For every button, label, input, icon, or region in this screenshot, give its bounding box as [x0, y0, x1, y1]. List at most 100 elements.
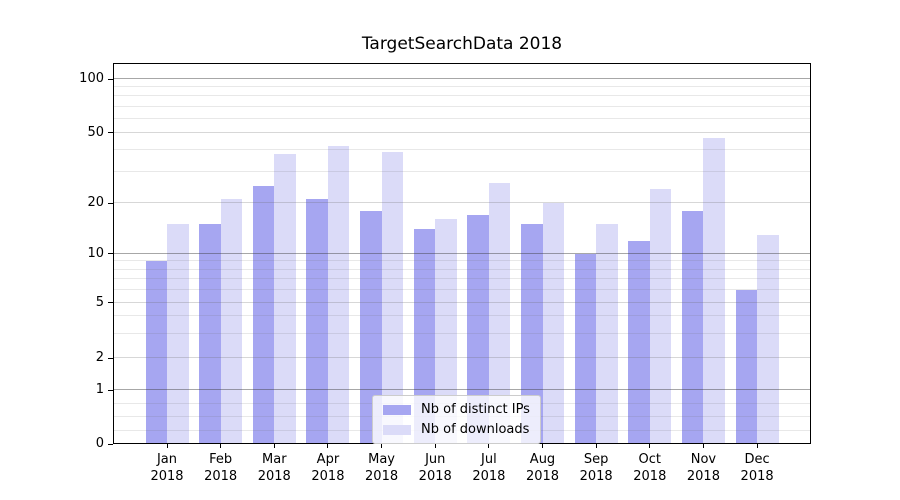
bar-downloads	[757, 235, 779, 444]
x-tick-mark	[220, 444, 222, 448]
x-tick-mark	[273, 444, 275, 448]
x-tick-label-line: Feb	[209, 452, 233, 467]
x-tick-label: Sep 2018	[564, 451, 628, 485]
gridline	[113, 95, 811, 97]
x-tick-label-line: 2018	[150, 469, 184, 484]
x-tick-label: Oct 2018	[618, 451, 682, 485]
x-tick-label-line: Mar	[262, 452, 287, 467]
x-tick-label-line: 2018	[418, 469, 452, 484]
bar-distinct-ips	[199, 224, 221, 444]
y-tick-label: 2	[95, 350, 104, 365]
y-tick-label: 50	[87, 124, 104, 140]
x-tick-mark	[434, 444, 436, 448]
gridline	[113, 357, 811, 359]
x-tick-label: May 2018	[350, 451, 414, 485]
x-tick-label-line: 2018	[204, 469, 238, 484]
gridline	[113, 278, 811, 280]
x-tick-label: Jul 2018	[457, 451, 521, 485]
x-tick-mark	[542, 444, 543, 448]
bar-distinct-ips	[145, 261, 167, 444]
gridline	[113, 289, 811, 291]
x-tick-label-line: 2018	[579, 469, 613, 484]
x-tick-label-line: 2018	[311, 469, 345, 484]
legend-swatch-downloads	[383, 424, 411, 435]
legend-item-distinct-ips: Nb of distinct IPs	[383, 401, 530, 418]
bar-distinct-ips	[735, 290, 758, 444]
x-tick-mark	[702, 444, 704, 448]
legend-swatch-distinct-ips	[383, 404, 411, 415]
y-tick-mark	[108, 78, 113, 80]
x-tick-label-line: Apr	[316, 452, 340, 467]
bar-downloads	[435, 219, 457, 444]
x-tick-label: Aug 2018	[511, 451, 575, 485]
bar-distinct-ips	[252, 186, 275, 444]
x-tick-label-line: Jul	[481, 452, 497, 467]
bar-distinct-ips	[360, 211, 382, 444]
x-tick-label: Feb 2018	[189, 451, 253, 485]
x-tick-label-line: 2018	[525, 469, 560, 484]
x-tick-label-line: 2018	[257, 469, 291, 484]
bar-downloads	[542, 203, 564, 444]
gridline	[113, 268, 811, 270]
x-tick-label-line: Oct	[638, 452, 662, 467]
x-tick-label-line: Jun	[425, 452, 446, 467]
chart-title: TargetSearchData 2018	[361, 34, 563, 54]
x-tick-mark	[166, 444, 168, 448]
gridline	[113, 105, 811, 107]
y-tick-label: 1	[95, 382, 104, 397]
bar-distinct-ips	[574, 254, 597, 444]
x-tick-label-line: May	[368, 452, 396, 467]
bar-distinct-ips	[467, 215, 489, 444]
bar-downloads	[327, 146, 350, 444]
y-tick-label: 100	[79, 71, 104, 86]
x-tick-label-line: Dec	[744, 452, 770, 467]
x-tick-mark	[381, 444, 383, 448]
x-tick-label-line: 2018	[740, 469, 774, 484]
bar-distinct-ips	[413, 229, 436, 444]
x-tick-label-line: 2018	[472, 469, 506, 484]
gridline	[113, 78, 811, 80]
bar-downloads	[220, 199, 243, 444]
x-tick-label: Jun 2018	[403, 451, 467, 485]
y-tick-mark	[108, 443, 113, 445]
bar-downloads	[381, 152, 404, 444]
x-tick-label-line: Sep	[583, 452, 609, 467]
bar-downloads	[274, 154, 296, 444]
gridline	[113, 332, 811, 334]
gridline	[113, 315, 811, 317]
y-tick-mark	[108, 202, 113, 204]
plot-area	[113, 63, 811, 444]
x-tick-mark	[327, 444, 329, 448]
bar-distinct-ips	[306, 199, 328, 444]
x-tick-label-line: 2018	[686, 469, 720, 484]
x-tick-mark	[649, 444, 651, 448]
y-tick-label: 10	[87, 245, 104, 261]
x-tick-label-line: Aug	[529, 452, 556, 467]
x-tick-label-line: Jan	[156, 452, 178, 467]
x-tick-label: Apr 2018	[296, 451, 360, 485]
x-tick-label: Mar 2018	[242, 451, 306, 485]
legend: Nb of distinct IPs Nb of downloads	[372, 395, 541, 444]
x-tick-label-line: Nov	[690, 452, 717, 467]
x-tick-label: Dec 2018	[725, 451, 789, 485]
y-tick-mark	[108, 357, 113, 359]
bar-distinct-ips	[681, 211, 704, 444]
bar-downloads	[703, 138, 725, 444]
bar-downloads	[596, 224, 618, 444]
gridline	[113, 260, 811, 262]
y-tick-label: 0	[95, 436, 104, 451]
gridline	[113, 149, 811, 151]
x-tick-mark	[595, 444, 597, 448]
legend-item-downloads: Nb of downloads	[383, 421, 530, 438]
y-tick-label: 20	[87, 195, 104, 211]
gridline	[113, 253, 811, 254]
bar-downloads	[649, 189, 672, 444]
gridline	[113, 117, 811, 119]
gridline	[113, 202, 811, 204]
bar-distinct-ips	[628, 241, 650, 444]
y-tick-mark	[108, 253, 113, 255]
y-tick-mark	[108, 302, 113, 304]
x-tick-label: Jan 2018	[135, 451, 199, 485]
x-tick-mark	[756, 444, 758, 448]
